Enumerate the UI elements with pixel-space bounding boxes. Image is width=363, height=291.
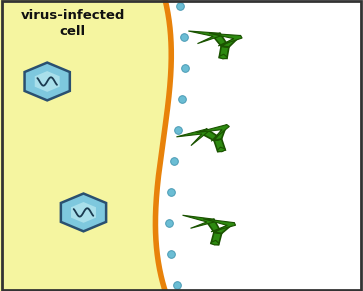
Polygon shape: [61, 194, 106, 231]
Polygon shape: [214, 223, 234, 233]
Polygon shape: [221, 36, 241, 47]
Polygon shape: [209, 33, 242, 46]
Polygon shape: [214, 125, 227, 141]
Text: virus-infected
cell: virus-infected cell: [20, 9, 125, 38]
Polygon shape: [213, 33, 229, 47]
Polygon shape: [219, 46, 229, 58]
Polygon shape: [0, 0, 171, 291]
Polygon shape: [183, 215, 215, 228]
Polygon shape: [71, 202, 96, 223]
Polygon shape: [219, 54, 227, 59]
Polygon shape: [203, 219, 236, 232]
Polygon shape: [217, 147, 225, 152]
Polygon shape: [176, 129, 209, 146]
Polygon shape: [25, 63, 70, 100]
Polygon shape: [211, 240, 219, 245]
Polygon shape: [202, 129, 221, 141]
Polygon shape: [188, 31, 221, 44]
Polygon shape: [197, 125, 229, 141]
Polygon shape: [35, 71, 60, 92]
Polygon shape: [214, 139, 225, 152]
Polygon shape: [207, 219, 222, 233]
Polygon shape: [211, 232, 222, 245]
